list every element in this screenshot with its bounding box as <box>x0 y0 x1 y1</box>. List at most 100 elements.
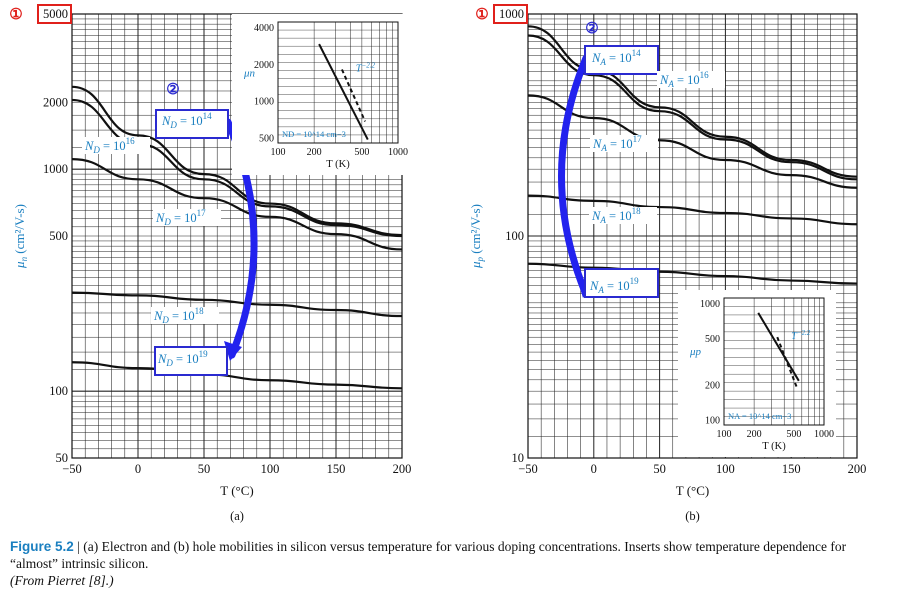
x-tick-label: −50 <box>62 462 82 476</box>
figure-caption: Figure 5.2 | (a) Electron and (b) hole m… <box>10 538 880 589</box>
series-line <box>71 85 403 237</box>
inset-frame <box>277 21 399 144</box>
inset-x-tick: 500 <box>786 429 801 440</box>
y-tick-label: 500 <box>49 229 68 243</box>
series-line <box>71 361 403 390</box>
arrow-number: ② <box>585 21 598 37</box>
inset-note: NA = 10^14 cm−3 <box>728 411 791 421</box>
label-bg <box>151 307 219 324</box>
y-tick-label: 100 <box>49 384 68 398</box>
y-tick-label: 2000 <box>43 95 68 109</box>
label-bg <box>153 209 221 226</box>
x-tick-label: 50 <box>198 462 211 476</box>
inset-y-label: μn <box>243 67 256 79</box>
inset-data-line <box>757 312 800 382</box>
inset-y-tick: 100 <box>705 416 720 427</box>
series-line <box>527 194 858 226</box>
x-tick-label: 0 <box>591 462 597 476</box>
x-tick-label: 150 <box>327 462 346 476</box>
inset-y-tick: 500 <box>705 334 720 345</box>
panel-label: (a) <box>230 509 244 523</box>
inset-y-tick: 500 <box>259 133 274 144</box>
chart-panel-b: −50 0 50 100 150 200 1000 100 10 ① T (°C) μp (cm²/V… <box>468 4 867 523</box>
x-tick-label: 150 <box>782 462 801 476</box>
caption-text: | (a) Electron and (b) hole mobilities i… <box>10 539 847 571</box>
highlight-box <box>493 4 528 24</box>
y-tick-label: 1000 <box>43 162 68 176</box>
y-axis-label: μp (cm²/V-s) <box>468 204 485 269</box>
inset-y-tick: 2000 <box>254 60 274 71</box>
inset-data-line <box>318 43 369 141</box>
plot-frame <box>527 13 858 459</box>
label-box <box>584 45 659 75</box>
inset-y-tick: 1000 <box>700 299 720 310</box>
x-tick-label: 100 <box>716 462 735 476</box>
inset-x-tick: 100 <box>271 147 286 158</box>
series-line <box>71 158 403 251</box>
inset-note: ND = 10^14 cm−3 <box>282 129 346 139</box>
series-label: ND = 1017 <box>155 208 206 227</box>
x-tick-label: 200 <box>848 462 867 476</box>
caption-source: (From Pierret [8].) <box>10 573 114 588</box>
x-tick-label: 200 <box>393 462 412 476</box>
y-tick-label: 100 <box>505 229 524 243</box>
series-line <box>71 291 403 318</box>
x-tick-label: 100 <box>261 462 280 476</box>
y-tick-label: 50 <box>56 451 69 465</box>
chart-panel-a: −50 0 50 100 150 200 5000 2000 1000 500 100 50 ① T (°… <box>9 4 412 523</box>
y-tick-label: 5000 <box>43 7 68 21</box>
figure-label: Figure 5.2 <box>10 539 74 554</box>
panel-label: (b) <box>685 509 700 523</box>
label-box <box>154 346 228 376</box>
inset-x-tick: 200 <box>307 147 322 158</box>
inset-y-tick: 4000 <box>254 23 274 34</box>
x-axis-label: T (°C) <box>676 483 709 498</box>
arrow-number: ② <box>166 82 179 98</box>
inset-y-tick: 1000 <box>254 97 274 108</box>
x-tick-label: 0 <box>135 462 141 476</box>
series-label: ND = 1016 <box>84 136 135 155</box>
x-axis-label: T (°C) <box>220 483 253 498</box>
inset-ref-line <box>776 336 798 388</box>
x-tick-label: 50 <box>653 462 666 476</box>
x-tick-label: −50 <box>518 462 538 476</box>
inset-chart: 1000 500 200 100 100 200 500 1000 T (K) μp T−2.2 NA… <box>678 290 836 457</box>
y-tick-label: 10 <box>512 451 525 465</box>
inset-y-tick: 200 <box>705 380 720 391</box>
series-line <box>527 262 858 285</box>
series-label: ND = 1019 <box>157 349 208 368</box>
inset-x-tick: 200 <box>747 429 762 440</box>
series-label: ND = 1018 <box>153 306 204 325</box>
series-label: NA = 1017 <box>592 134 642 153</box>
series-label: NA = 1018 <box>591 206 641 225</box>
series-line <box>527 94 858 189</box>
blue-arrowhead <box>224 341 242 361</box>
inset-x-label: T (K) <box>326 159 350 170</box>
inset-x-tick: 1000 <box>388 147 408 158</box>
y-axis-label: μn (cm²/V-s) <box>12 204 29 269</box>
annotation-number: ① <box>475 7 488 23</box>
inset-y-label: μp <box>689 346 702 358</box>
annotation-number: ① <box>9 7 22 23</box>
inset-x-tick: 1000 <box>814 429 834 440</box>
label-box <box>155 109 229 139</box>
label-bg <box>589 207 657 224</box>
inset-slope-label: T−2.2 <box>791 329 811 342</box>
label-bg <box>657 71 725 88</box>
label-bg <box>82 137 150 154</box>
inset-x-tick: 100 <box>717 429 732 440</box>
label-box <box>584 268 659 298</box>
series-label: NA = 1016 <box>659 70 709 89</box>
inset-frame <box>723 297 825 426</box>
highlight-box <box>37 4 72 24</box>
inset-ref-line <box>341 69 367 122</box>
inset-bg <box>678 290 836 457</box>
label-bg <box>590 135 658 152</box>
series-label: NA = 1019 <box>589 276 639 295</box>
inset-chart: 4000 2000 1000 500 100 200 500 1000 T (K) μn T−2.2… <box>232 14 410 175</box>
series-label: ND = 1014 <box>161 111 212 130</box>
inset-x-tick: 500 <box>354 147 369 158</box>
y-tick-label: 1000 <box>499 7 524 21</box>
inset-x-label: T (K) <box>762 441 786 452</box>
